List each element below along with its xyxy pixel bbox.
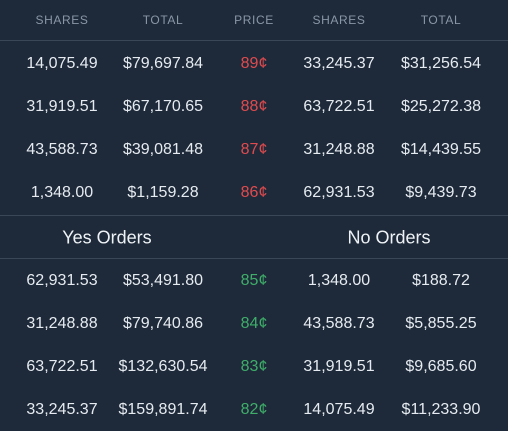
header-price: PRICE <box>234 13 274 27</box>
section-titles: Yes Orders No Orders <box>0 216 508 259</box>
bid-shares-left: 62,931.53 <box>26 271 98 289</box>
bid-price: 85¢ <box>240 271 268 289</box>
bid-price: 84¢ <box>240 314 268 332</box>
orderbook-header: SHARES TOTAL PRICE SHARES TOTAL <box>0 0 508 41</box>
ask-total-left: $1,159.28 <box>127 183 199 201</box>
bid-total-right: $9,685.60 <box>405 357 477 375</box>
ask-shares-right: 33,245.37 <box>303 54 375 72</box>
ask-shares-left: 31,919.51 <box>26 97 98 115</box>
section-divider-top <box>0 215 508 216</box>
ask-total-right: $9,439.73 <box>405 183 477 201</box>
ask-total-right: $31,256.54 <box>400 54 482 72</box>
bid-total-left: $79,740.86 <box>122 314 204 332</box>
bid-total-right: $188.72 <box>412 271 470 289</box>
ask-row[interactable]: 31,919.51 $67,170.65 88¢ 63,722.51 $25,2… <box>0 85 508 128</box>
ask-shares-right: 62,931.53 <box>303 183 375 201</box>
ask-shares-right: 31,248.88 <box>303 140 375 158</box>
bid-total-left: $132,630.54 <box>118 357 208 375</box>
ask-row[interactable]: 43,588.73 $39,081.48 87¢ 31,248.88 $14,4… <box>0 128 508 171</box>
bid-total-right: $11,233.90 <box>401 400 481 418</box>
ask-shares-right: 63,722.51 <box>303 97 375 115</box>
bid-price: 82¢ <box>240 400 268 418</box>
bid-row[interactable]: 62,931.53 $53,491.80 85¢ 1,348.00 $188.7… <box>0 259 508 302</box>
ask-total-right: $14,439.55 <box>400 140 482 158</box>
ask-shares-left: 14,075.49 <box>26 54 98 72</box>
header-shares-right: SHARES <box>312 13 366 27</box>
bid-row[interactable]: 31,248.88 $79,740.86 84¢ 43,588.73 $5,85… <box>0 302 508 345</box>
ask-total-right: $25,272.38 <box>400 97 482 115</box>
bid-total-left: $159,891.74 <box>118 400 208 418</box>
bid-row[interactable]: 33,245.37 $159,891.74 82¢ 14,075.49 $11,… <box>0 388 508 431</box>
bid-price: 83¢ <box>240 357 268 375</box>
ask-shares-left: 1,348.00 <box>30 183 94 201</box>
ask-price: 86¢ <box>240 183 268 201</box>
bid-shares-right: 43,588.73 <box>303 314 375 332</box>
bid-shares-left: 63,722.51 <box>26 357 98 375</box>
bid-total-right: $5,855.25 <box>405 314 477 332</box>
ask-price: 87¢ <box>240 140 268 158</box>
ask-row[interactable]: 1,348.00 $1,159.28 86¢ 62,931.53 $9,439.… <box>0 171 508 214</box>
no-orders-title: No Orders <box>347 227 431 247</box>
yes-orders-title: Yes Orders <box>62 227 152 247</box>
bid-shares-right: 1,348.00 <box>307 271 371 289</box>
bid-shares-right: 31,919.51 <box>303 357 375 375</box>
ask-price: 89¢ <box>240 54 268 72</box>
bid-shares-right: 14,075.49 <box>303 400 375 418</box>
ask-total-left: $39,081.48 <box>122 140 204 158</box>
ask-shares-left: 43,588.73 <box>26 140 98 158</box>
header-total-right: TOTAL <box>420 13 462 27</box>
bid-shares-left: 31,248.88 <box>26 314 98 332</box>
bid-total-left: $53,491.80 <box>122 271 204 289</box>
bid-row[interactable]: 63,722.51 $132,630.54 83¢ 31,919.51 $9,6… <box>0 345 508 388</box>
bid-shares-left: 33,245.37 <box>26 400 98 418</box>
ask-price: 88¢ <box>240 97 268 115</box>
header-total-left: TOTAL <box>142 13 184 27</box>
ask-row[interactable]: 14,075.49 $79,697.84 89¢ 33,245.37 $31,2… <box>0 42 508 85</box>
ask-total-left: $67,170.65 <box>122 97 204 115</box>
ask-total-left: $79,697.84 <box>122 54 204 72</box>
section-divider-bottom <box>0 258 508 259</box>
header-shares-left: SHARES <box>35 13 89 27</box>
